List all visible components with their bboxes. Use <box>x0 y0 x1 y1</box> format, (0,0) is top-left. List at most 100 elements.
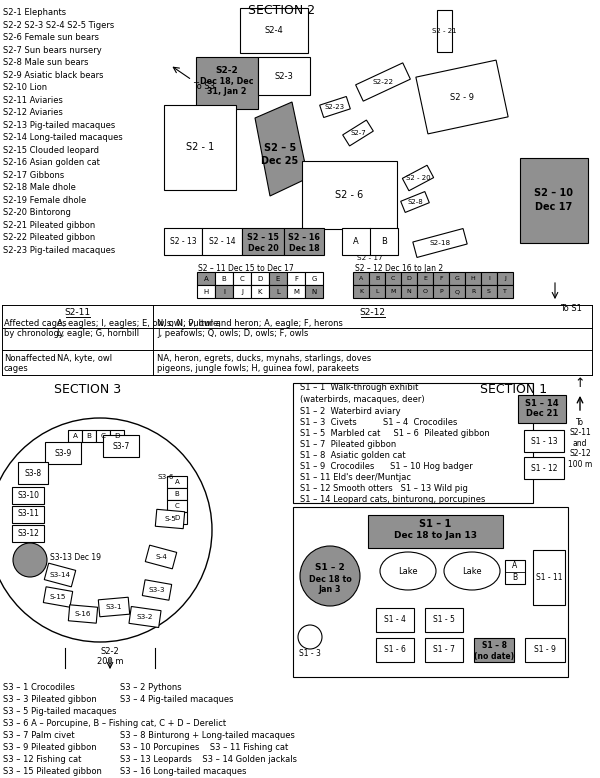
Text: C: C <box>391 276 395 281</box>
Text: S1 – 2  Waterbird aviary: S1 – 2 Waterbird aviary <box>300 407 401 416</box>
Text: E: E <box>423 276 427 281</box>
Bar <box>287 272 305 285</box>
Text: S-5: S-5 <box>164 516 176 522</box>
Polygon shape <box>255 102 308 196</box>
Bar <box>269 272 287 285</box>
Bar <box>293 383 533 503</box>
Text: D: D <box>257 275 263 282</box>
Bar <box>167 500 187 512</box>
Text: B: B <box>175 491 179 497</box>
Bar <box>82 430 96 442</box>
Text: S1 - 11: S1 - 11 <box>536 573 562 581</box>
Polygon shape <box>142 580 172 600</box>
Text: S2-21 Pileated gibbon: S2-21 Pileated gibbon <box>3 220 95 230</box>
Text: S1 – 8: S1 – 8 <box>482 642 506 650</box>
Polygon shape <box>401 191 430 212</box>
Text: S2 - 14: S2 - 14 <box>209 237 235 246</box>
Text: K: K <box>359 289 363 294</box>
Text: N: N <box>311 289 317 295</box>
Text: N: N <box>407 289 412 294</box>
Text: S2-6 Female sun bears: S2-6 Female sun bears <box>3 33 99 42</box>
Text: S1 – 3  Civets          S1 – 4  Crocodiles: S1 – 3 Civets S1 – 4 Crocodiles <box>300 418 457 427</box>
Text: S2 – 5: S2 – 5 <box>264 143 296 153</box>
Circle shape <box>0 418 212 642</box>
Text: S2-19 Female dhole: S2-19 Female dhole <box>3 195 86 205</box>
Bar <box>103 435 139 457</box>
Text: S1 – 14: S1 – 14 <box>525 398 559 408</box>
Text: Dec 18 to: Dec 18 to <box>308 574 352 584</box>
Bar <box>45 442 81 464</box>
Text: Nonaffected: Nonaffected <box>4 354 56 363</box>
Bar <box>425 608 463 632</box>
Text: L: L <box>276 289 280 295</box>
Text: SECTION 1: SECTION 1 <box>480 383 547 396</box>
Text: B: B <box>381 237 387 246</box>
Text: S3 – 13 Leopards    S3 – 14 Golden jackals: S3 – 13 Leopards S3 – 14 Golden jackals <box>120 755 297 764</box>
Bar <box>202 228 242 255</box>
Text: S2-16 Asian golden cat: S2-16 Asian golden cat <box>3 158 100 167</box>
Text: S-4: S-4 <box>155 554 167 560</box>
Polygon shape <box>343 120 373 146</box>
Bar <box>474 638 514 662</box>
Text: S: S <box>487 289 491 294</box>
Bar <box>12 506 44 523</box>
Bar <box>369 272 385 285</box>
Text: S2-18: S2-18 <box>430 240 451 246</box>
Text: R: R <box>471 289 475 294</box>
Text: NA, kyte, owl: NA, kyte, owl <box>57 354 112 363</box>
Bar <box>401 272 417 285</box>
Bar <box>164 228 202 255</box>
Text: A, eagles; I, eagles; E, owls; N, vulture;: A, eagles; I, eagles; E, owls; N, vultur… <box>57 319 221 328</box>
Text: S1 – 12 Smooth otters   S1 – 13 Wild pig: S1 – 12 Smooth otters S1 – 13 Wild pig <box>300 484 468 493</box>
Polygon shape <box>155 510 185 529</box>
Text: S2-3: S2-3 <box>275 72 293 80</box>
Bar <box>342 228 398 255</box>
Text: S1 – 9  Crocodiles      S1 – 10 Hog badger: S1 – 9 Crocodiles S1 – 10 Hog badger <box>300 462 473 471</box>
Text: G: G <box>311 275 317 282</box>
Text: C: C <box>175 503 179 509</box>
Text: Affected cages: Affected cages <box>4 319 67 328</box>
Bar <box>12 525 44 542</box>
Text: S2-15 Clouded leopard: S2-15 Clouded leopard <box>3 145 99 155</box>
Text: A: A <box>512 562 518 570</box>
Text: S2-1 Elephants: S2-1 Elephants <box>3 8 66 17</box>
Text: cages: cages <box>4 364 29 373</box>
Text: S2 - 1: S2 - 1 <box>186 142 214 152</box>
Text: S3 – 5 Pig-tailed macaques: S3 – 5 Pig-tailed macaques <box>3 707 116 716</box>
Text: D: D <box>175 515 179 521</box>
Bar <box>305 285 323 298</box>
Text: S1 – 5  Marbled cat     S1 – 6  Pileated gibbon: S1 – 5 Marbled cat S1 – 6 Pileated gibbo… <box>300 429 490 438</box>
Bar <box>269 285 287 298</box>
Text: S2 - 9: S2 - 9 <box>450 93 474 101</box>
Text: S2 - 6: S2 - 6 <box>335 190 363 200</box>
Text: ↑: ↑ <box>575 377 585 390</box>
Bar <box>481 272 497 285</box>
Text: S2-22: S2-22 <box>373 79 394 85</box>
Text: H: H <box>203 289 209 295</box>
Bar <box>505 560 525 584</box>
Text: S3-14: S3-14 <box>49 572 71 578</box>
Text: S2 – 16: S2 – 16 <box>288 233 320 241</box>
Text: S1 - 12: S1 - 12 <box>531 464 557 472</box>
Text: S2 – 10: S2 – 10 <box>535 188 574 198</box>
Text: B: B <box>375 276 379 281</box>
Bar <box>533 550 565 605</box>
Bar <box>353 285 369 298</box>
Bar <box>449 272 465 285</box>
Text: S3 – 16 Long-tailed macaques: S3 – 16 Long-tailed macaques <box>120 767 247 776</box>
Text: S2-11: S2-11 <box>64 307 91 317</box>
Text: S3-10: S3-10 <box>17 490 39 499</box>
Bar <box>433 272 449 285</box>
Bar <box>233 285 251 298</box>
Polygon shape <box>129 607 161 628</box>
Text: S1 – 8  Asiatic golden cat: S1 – 8 Asiatic golden cat <box>300 451 406 460</box>
Bar <box>376 638 414 662</box>
Text: 31, Jan 2: 31, Jan 2 <box>207 86 247 96</box>
Text: S2-2: S2-2 <box>215 65 238 75</box>
Text: S3 – 6 A – Porcupine, B – Fishing cat, C + D – Derelict: S3 – 6 A – Porcupine, B – Fishing cat, C… <box>3 719 226 728</box>
Text: S1 - 7: S1 - 7 <box>433 646 455 654</box>
Text: S2-18 Male dhole: S2-18 Male dhole <box>3 183 76 192</box>
Text: S2-7 Sun bears nursery: S2-7 Sun bears nursery <box>3 45 102 54</box>
Bar <box>68 430 82 442</box>
Text: L, eagle; G, hornbill: L, eagle; G, hornbill <box>57 329 139 338</box>
